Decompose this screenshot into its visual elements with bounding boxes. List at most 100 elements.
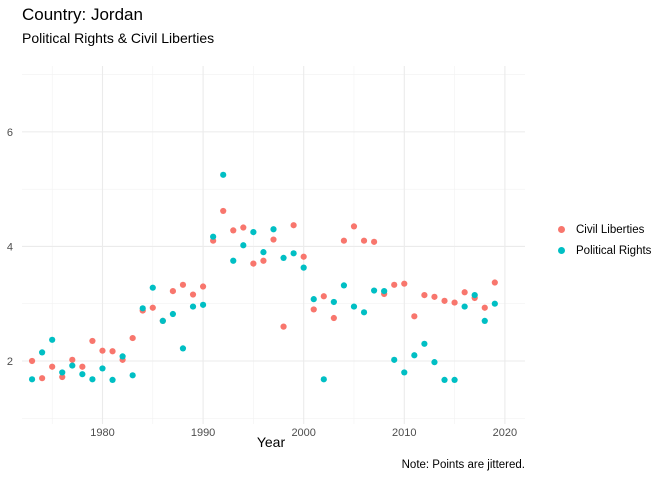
point-political-rights	[471, 292, 478, 299]
point-political-rights	[421, 340, 428, 347]
minor-gridlines	[22, 66, 525, 424]
x-tick-label: 1980	[90, 427, 114, 439]
point-political-rights	[199, 301, 207, 308]
point-political-rights	[129, 372, 136, 379]
point-political-rights	[340, 282, 348, 289]
point-political-rights	[240, 242, 247, 249]
point-political-rights	[220, 171, 227, 178]
point-civil-liberties	[491, 279, 498, 286]
y-tick-label: 4	[7, 241, 13, 253]
point-political-rights	[350, 303, 358, 310]
legend-item-civil-liberties: Civil Liberties	[553, 219, 651, 240]
point-civil-liberties	[230, 227, 237, 234]
y-tick-labels: 2 4 6	[7, 127, 13, 368]
x-tick-label: 2010	[392, 427, 416, 439]
point-political-rights	[39, 349, 46, 356]
legend-label: Political Rights	[576, 244, 652, 257]
point-political-rights	[310, 296, 317, 303]
point-civil-liberties	[250, 260, 257, 267]
point-civil-liberties	[431, 293, 438, 300]
legend-key	[553, 226, 570, 233]
point-civil-liberties	[109, 348, 116, 355]
point-political-rights	[210, 233, 217, 240]
point-political-rights	[99, 365, 106, 372]
point-political-rights	[28, 376, 36, 383]
point-political-rights	[270, 226, 277, 233]
point-civil-liberties	[99, 347, 106, 354]
point-political-rights	[320, 376, 327, 383]
point-civil-liberties	[129, 334, 136, 342]
legend-item-political-rights: Political Rights	[553, 240, 651, 261]
point-civil-liberties	[401, 280, 408, 287]
legend-dot-icon	[558, 226, 565, 233]
point-civil-liberties	[300, 253, 307, 260]
point-civil-liberties	[89, 337, 96, 345]
point-political-rights	[280, 254, 287, 261]
point-political-rights	[49, 336, 56, 343]
point-political-rights	[119, 353, 126, 360]
point-civil-liberties	[411, 313, 418, 320]
y-tick-label: 6	[7, 127, 13, 139]
point-civil-liberties	[260, 257, 267, 264]
point-political-rights	[69, 362, 76, 369]
chart-caption: Note: Points are jittered.	[401, 459, 525, 471]
point-civil-liberties	[290, 222, 297, 229]
y-tick-label: 2	[7, 356, 13, 368]
point-political-rights	[360, 309, 368, 316]
x-tick-labels: 1980 1990 2000 2010 2020	[90, 427, 517, 439]
point-political-rights	[330, 298, 337, 306]
point-political-rights	[491, 300, 498, 307]
point-political-rights	[139, 305, 146, 312]
point-political-rights	[89, 376, 96, 383]
legend: Civil Liberties Political Rights	[553, 219, 651, 261]
point-political-rights	[169, 310, 176, 318]
x-tick-label: 2000	[291, 427, 315, 439]
point-political-rights	[250, 229, 257, 236]
data-points	[28, 171, 498, 383]
point-political-rights	[481, 317, 488, 324]
point-civil-liberties	[340, 237, 348, 244]
point-political-rights	[260, 249, 267, 256]
point-civil-liberties	[280, 323, 287, 330]
point-civil-liberties	[79, 363, 86, 370]
x-tick-label: 2020	[493, 427, 517, 439]
point-political-rights	[451, 376, 458, 383]
point-civil-liberties	[199, 283, 207, 290]
point-political-rights	[391, 356, 398, 363]
point-civil-liberties	[451, 299, 458, 306]
point-political-rights	[189, 303, 197, 310]
legend-label: Civil Liberties	[576, 223, 645, 236]
point-civil-liberties	[310, 306, 317, 313]
point-civil-liberties	[391, 281, 398, 288]
point-political-rights	[79, 371, 86, 378]
point-civil-liberties	[360, 237, 368, 244]
chart-title: Country: Jordan	[22, 5, 143, 24]
point-political-rights	[411, 352, 418, 359]
point-civil-liberties	[69, 356, 76, 363]
point-civil-liberties	[149, 304, 156, 311]
point-political-rights	[431, 359, 438, 366]
point-political-rights	[59, 369, 66, 376]
point-civil-liberties	[220, 207, 227, 215]
point-political-rights	[179, 345, 187, 352]
point-political-rights	[441, 376, 448, 383]
point-civil-liberties	[320, 293, 327, 300]
point-civil-liberties	[169, 288, 176, 295]
point-political-rights	[159, 317, 166, 324]
point-civil-liberties	[240, 224, 247, 231]
x-axis-label: Year	[257, 434, 286, 450]
point-civil-liberties	[59, 373, 66, 381]
point-political-rights	[381, 288, 388, 295]
point-political-rights	[230, 257, 237, 264]
chart-subtitle: Political Rights & Civil Liberties	[22, 30, 215, 46]
point-civil-liberties	[39, 375, 46, 382]
point-political-rights	[461, 303, 468, 310]
legend-key	[553, 247, 570, 254]
x-tick-label: 1990	[191, 427, 215, 439]
point-civil-liberties	[481, 304, 488, 311]
point-civil-liberties	[330, 314, 337, 322]
point-civil-liberties	[49, 363, 56, 370]
point-civil-liberties	[421, 292, 428, 299]
major-gridlines	[22, 66, 525, 424]
